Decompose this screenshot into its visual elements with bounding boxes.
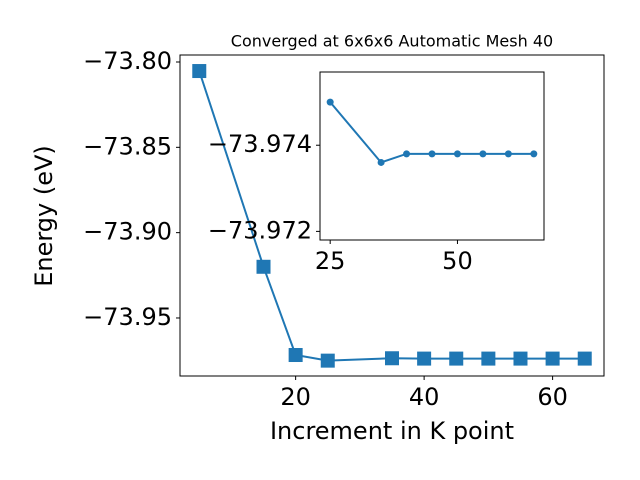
y-tick-label: −73.85: [83, 132, 172, 160]
marker: [504, 150, 512, 158]
y-tick-label: −73.80: [83, 47, 172, 75]
marker: [577, 351, 592, 366]
marker: [530, 150, 538, 158]
y-tick-label: −73.972: [208, 216, 312, 244]
marker: [320, 353, 335, 368]
marker: [545, 351, 560, 366]
x-tick-label: 60: [537, 383, 568, 411]
x-axis-label: Increment in K point: [270, 417, 514, 445]
y-tick-label: −73.90: [83, 218, 172, 246]
marker: [256, 259, 271, 274]
marker: [288, 348, 303, 363]
marker: [326, 98, 334, 106]
x-tick-label: 40: [409, 383, 440, 411]
marker: [428, 150, 436, 158]
y-tick-label: −73.95: [83, 303, 172, 331]
chart-title: Converged at 6x6x6 Automatic Mesh 40: [231, 32, 553, 51]
x-tick-label: 25: [315, 247, 346, 275]
marker: [481, 351, 496, 366]
marker: [417, 351, 432, 366]
marker: [479, 150, 487, 158]
y-axis-label: Energy (eV): [30, 145, 58, 287]
marker: [385, 351, 399, 366]
y-tick-label: −73.974: [208, 130, 312, 158]
x-tick-label: 50: [442, 247, 473, 275]
marker: [192, 64, 207, 79]
marker: [377, 158, 385, 166]
x-tick-label: 20: [280, 383, 311, 411]
marker: [513, 351, 528, 366]
marker: [453, 150, 461, 158]
series-line: [329, 101, 534, 164]
marker: [403, 150, 411, 158]
marker: [449, 351, 464, 366]
